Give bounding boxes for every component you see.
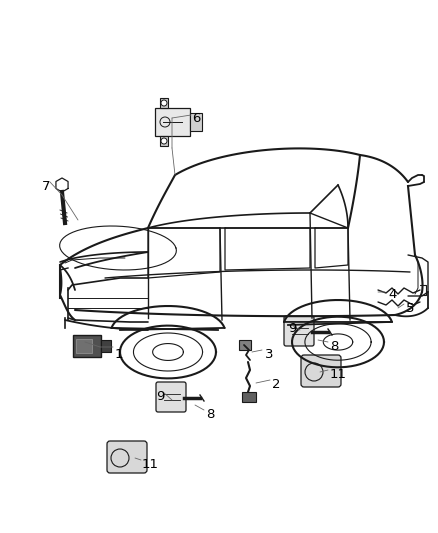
FancyBboxPatch shape	[107, 441, 147, 473]
FancyBboxPatch shape	[301, 355, 341, 387]
Text: 11: 11	[330, 368, 347, 381]
FancyBboxPatch shape	[190, 113, 202, 131]
Text: 9: 9	[156, 390, 164, 403]
Text: 7: 7	[42, 180, 50, 193]
Text: 8: 8	[330, 340, 339, 353]
Circle shape	[161, 138, 167, 144]
Text: 11: 11	[142, 458, 159, 471]
FancyBboxPatch shape	[284, 316, 314, 346]
Text: 2: 2	[272, 378, 280, 391]
FancyBboxPatch shape	[73, 335, 101, 357]
FancyBboxPatch shape	[160, 136, 168, 146]
FancyBboxPatch shape	[101, 340, 111, 352]
Text: 3: 3	[265, 348, 273, 361]
Circle shape	[161, 100, 167, 106]
FancyBboxPatch shape	[160, 98, 168, 108]
FancyBboxPatch shape	[242, 392, 256, 402]
Text: 9: 9	[288, 322, 297, 335]
FancyBboxPatch shape	[155, 108, 190, 136]
Text: 1: 1	[115, 348, 124, 361]
Text: 4: 4	[388, 288, 396, 301]
Text: 6: 6	[192, 112, 200, 125]
Text: 5: 5	[406, 302, 414, 315]
FancyBboxPatch shape	[156, 382, 186, 412]
Text: 8: 8	[206, 408, 214, 421]
FancyBboxPatch shape	[239, 340, 251, 350]
FancyBboxPatch shape	[76, 339, 92, 353]
